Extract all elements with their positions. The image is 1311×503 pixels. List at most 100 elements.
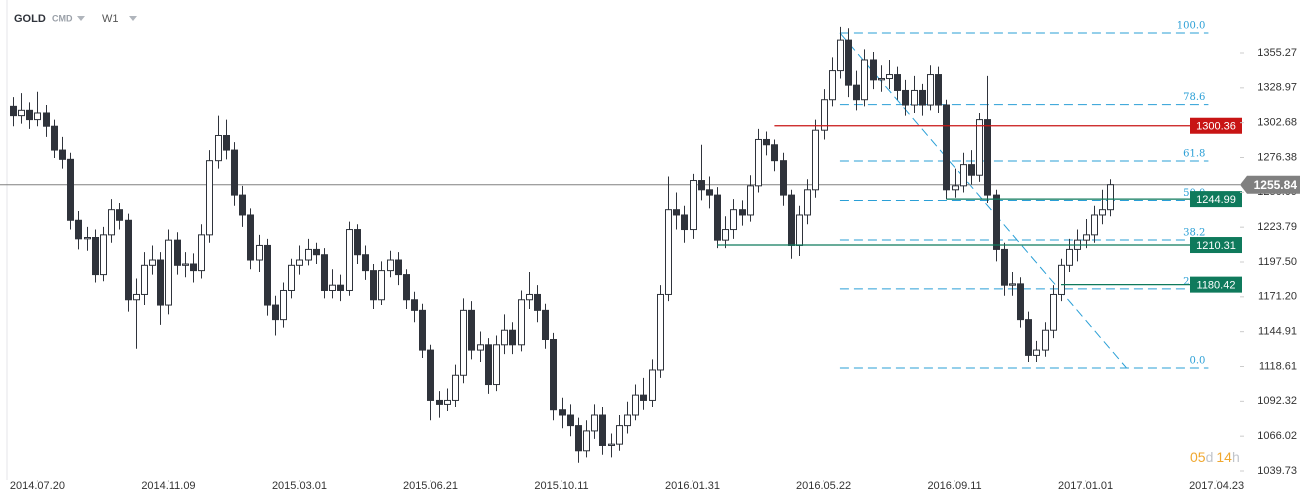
countdown-d: d — [1206, 449, 1214, 465]
candle-body — [206, 160, 213, 236]
countdown: 05d 14h — [1190, 449, 1240, 465]
candle-body — [485, 344, 492, 386]
candle-body — [649, 369, 656, 401]
candle-body — [411, 299, 418, 311]
candle-body — [239, 194, 246, 216]
candle-body — [264, 244, 271, 306]
candle-body — [804, 189, 811, 216]
candle-body — [125, 219, 132, 301]
candle-body — [960, 164, 967, 187]
candle-body — [149, 259, 156, 266]
candle-body — [911, 89, 918, 106]
candle-body — [902, 89, 909, 106]
timeframe[interactable]: W1 — [102, 13, 119, 25]
price-badge — [1190, 191, 1242, 208]
market[interactable]: CMD — [52, 13, 73, 23]
candle-body — [534, 293, 541, 311]
candle-body — [1107, 184, 1114, 211]
candle-body — [362, 254, 369, 272]
candle-body — [1009, 283, 1016, 286]
candle-body — [591, 414, 598, 432]
candle-body — [771, 144, 778, 162]
x-tick-label: 2015.10.11 — [534, 480, 588, 492]
y-tick-label: 1066.02 — [1257, 430, 1297, 442]
candle-body — [1033, 349, 1040, 356]
plot: 100.078.661.850.038.223.60.01300.361244.… — [0, 20, 1242, 463]
candle-body — [346, 229, 353, 291]
candle-body — [51, 125, 58, 151]
candle-body — [886, 74, 893, 80]
candle-body — [370, 270, 377, 301]
price-badge — [1190, 117, 1242, 134]
candle-body — [272, 304, 279, 321]
candle-body — [354, 229, 361, 256]
candle-body — [108, 209, 115, 236]
candle-body — [10, 105, 17, 117]
candle-body — [599, 414, 606, 446]
candle-body — [681, 214, 688, 231]
candle-body — [18, 109, 25, 117]
candle-body — [84, 236, 91, 240]
symbol[interactable]: GOLD — [14, 13, 46, 25]
candle-body — [116, 209, 123, 221]
candle-body — [427, 349, 434, 401]
candle-body — [861, 59, 868, 101]
candle-body — [984, 119, 991, 196]
candle-body — [788, 194, 795, 246]
candle-body — [608, 443, 615, 446]
candle-body — [182, 263, 189, 266]
candle-body — [493, 344, 500, 386]
candle-body — [444, 399, 451, 405]
candle-body — [34, 112, 41, 121]
candle-body — [452, 374, 459, 401]
y-tick-label: 1302.68 — [1257, 117, 1297, 129]
y-tick-label: 1144.91 — [1258, 326, 1297, 338]
candle-body — [812, 129, 819, 191]
candle-body — [1083, 234, 1090, 241]
dropdown-arrow[interactable] — [77, 16, 85, 21]
candle-body — [845, 39, 852, 86]
x-tick-label: 2014.11.09 — [141, 480, 195, 492]
candle-body — [92, 236, 99, 276]
y-tick-label: 1118.61 — [1259, 360, 1297, 372]
candle-body — [919, 89, 926, 106]
candle-body — [419, 309, 426, 351]
candle-body — [313, 248, 320, 256]
candle-body — [337, 284, 344, 291]
x-tick-label: 2017.04.23 — [1189, 480, 1244, 492]
candle-body — [509, 329, 516, 346]
candle-body — [739, 209, 746, 216]
candle-body — [305, 248, 312, 261]
dropdown-arrow[interactable] — [129, 16, 137, 21]
candle-body — [755, 138, 762, 187]
candle-body — [968, 164, 975, 176]
candle-body — [1091, 214, 1098, 236]
candle-body — [288, 264, 295, 291]
candle-body — [1042, 329, 1049, 351]
candle-body — [231, 149, 238, 196]
x-tick-label: 2015.06.21 — [403, 480, 458, 492]
candle-body — [943, 104, 950, 191]
candle-body — [673, 209, 680, 216]
fib-label: 100.0 — [1177, 20, 1206, 31]
candle-body — [518, 299, 525, 346]
candle-body — [403, 274, 410, 301]
candle-body — [657, 293, 664, 371]
price-badge-label: 1300.36 — [1196, 121, 1236, 133]
countdown-hours: 14 — [1216, 449, 1232, 465]
candle-body — [75, 219, 82, 240]
candle-body — [526, 293, 533, 301]
price-badge-label: 1244.99 — [1196, 194, 1236, 206]
candle-body — [59, 149, 66, 160]
candle-body — [395, 259, 402, 276]
candle-body — [157, 259, 164, 306]
candle-body — [952, 185, 959, 191]
candle-body — [256, 244, 263, 261]
candle-body — [247, 214, 254, 261]
candle-body — [542, 309, 549, 340]
y-tick-label: 1092.32 — [1257, 395, 1297, 407]
candle-body — [665, 209, 672, 295]
candle-body — [853, 84, 860, 101]
